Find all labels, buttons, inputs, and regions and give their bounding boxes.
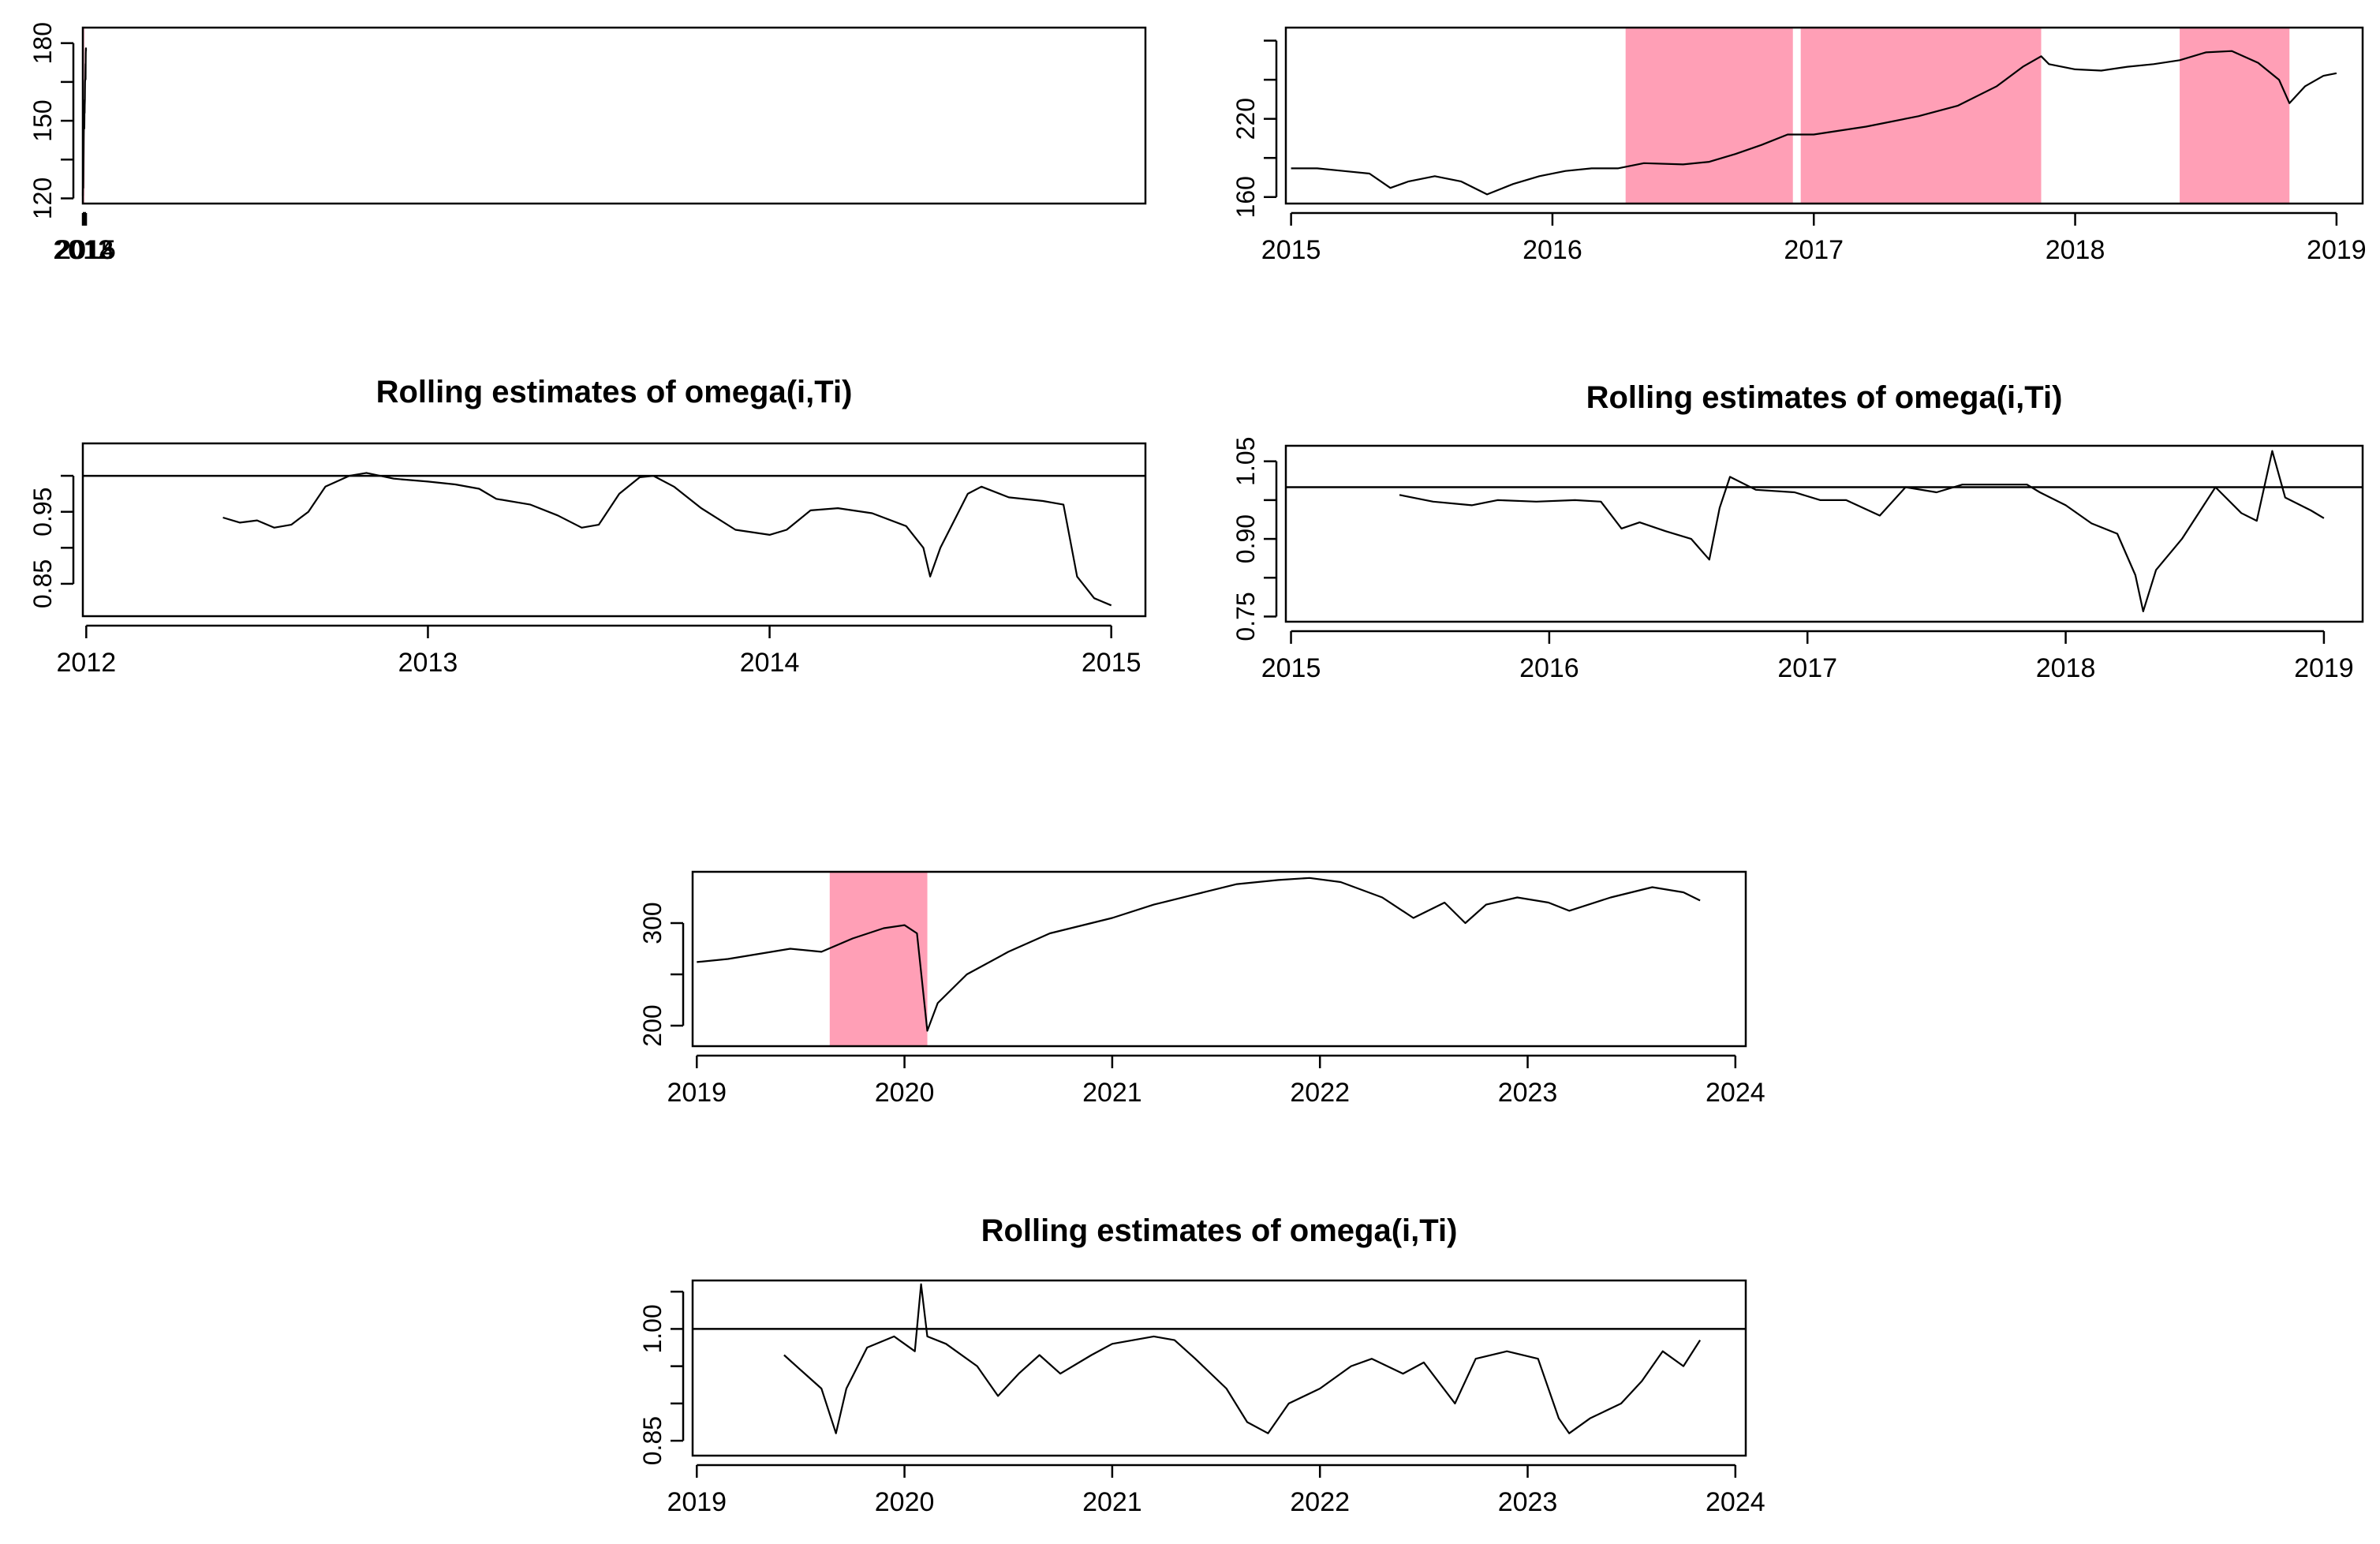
panel-title: Rolling estimates of omega(i,Ti) xyxy=(1586,380,2063,415)
plot-frame xyxy=(691,870,1747,1048)
x-tick-label: 2022 xyxy=(1290,1487,1350,1517)
y-tick-label: 0.85 xyxy=(28,559,57,608)
x-tick-label: 2014 xyxy=(740,648,800,678)
y-tick-label: 120 xyxy=(28,178,57,219)
panel-omega-2012-2015: 2012 2013 2014 2015 0.85 0.95 Rolling estimate… xyxy=(28,375,1147,678)
y-tick-label: 0.90 xyxy=(1231,514,1260,563)
x-tick-label: 2024 xyxy=(1706,1078,1765,1108)
plot-frame xyxy=(1284,26,2364,205)
panel-title: Rolling estimates of omega(i,Ti) xyxy=(981,1213,1458,1248)
x-tick-label: 2018 xyxy=(2036,653,2096,683)
x-tick-label: 2019 xyxy=(2294,653,2354,683)
series-line-price xyxy=(697,877,1701,1032)
x-tick-label: 2013 xyxy=(54,235,114,265)
plot-frame xyxy=(691,1279,1747,1457)
x-tick-label: 2014 xyxy=(55,235,115,265)
x-tick-label: 2012 xyxy=(57,648,117,678)
x-tick-label: 2012 xyxy=(53,235,113,265)
series-line-omega xyxy=(1399,450,2325,612)
x-tick-label: 2021 xyxy=(1082,1078,1142,1108)
y-tick-label: 300 xyxy=(638,902,667,944)
x-tick-label: 2016 xyxy=(1519,653,1579,683)
x-tick-label: 2015 xyxy=(1261,653,1321,683)
panel-title: Rolling estimates of omega(i,Ti) xyxy=(376,375,853,409)
y-tick-label: 0.95 xyxy=(28,488,57,536)
y-tick-label: 0.75 xyxy=(1231,592,1260,641)
y-tick-label: 200 xyxy=(638,1004,667,1046)
x-tick-label: 2023 xyxy=(1498,1078,1558,1108)
x-tick-label: 2016 xyxy=(1523,235,1582,265)
x-tick-label: 2015 xyxy=(1261,235,1321,265)
x-tick-label: 2017 xyxy=(1777,653,1837,683)
y-tick-label: 150 xyxy=(28,99,57,141)
x-tick-label: 2015 xyxy=(56,235,116,265)
x-tick-label: 2024 xyxy=(1706,1487,1765,1517)
y-tick-label: 220 xyxy=(1231,98,1260,140)
shaded-region-0 xyxy=(1625,28,1793,204)
panel-omega-2015-2019: 2015 2016 2017 2018 2019 0.75 0.90 1.05 Rolling … xyxy=(1231,380,2364,683)
series-line-omega xyxy=(783,1283,1702,1434)
x-tick-label: 2020 xyxy=(875,1487,935,1517)
panel-price-2015-2019: 2015 2016 2017 2018 2019 160 220 xyxy=(1231,26,2367,265)
x-tick-label: 2019 xyxy=(667,1487,727,1517)
x-tick-label: 2020 xyxy=(875,1078,935,1108)
shaded-region-0 xyxy=(829,872,928,1046)
panel-omega-2019-2024: 2019 2020 2021 2022 2023 2024 0.85 1.00 Rolling … xyxy=(638,1213,1765,1517)
series-line-omega xyxy=(222,472,1112,607)
x-tick-label: 2022 xyxy=(1290,1078,1350,1108)
plot-frame xyxy=(1284,444,2364,623)
shaded-region-2 xyxy=(2180,28,2290,204)
y-tick-label: 160 xyxy=(1231,176,1260,218)
plot-frame xyxy=(81,442,1147,618)
x-tick-label: 2013 xyxy=(398,648,458,678)
x-tick-label: 2021 xyxy=(1082,1487,1142,1517)
x-tick-label: 2019 xyxy=(667,1078,727,1108)
x-tick-label: 2015 xyxy=(1082,648,1141,678)
y-tick-label: 1.05 xyxy=(1231,437,1260,486)
x-tick-label: 2017 xyxy=(1784,235,1844,265)
plot-frame xyxy=(81,26,1147,205)
panel-price-2019-2024: 2019 2020 2021 2022 2023 2024 200 300 xyxy=(638,870,1765,1108)
y-tick-label: 1.00 xyxy=(638,1304,667,1353)
y-tick-label: 180 xyxy=(28,22,57,64)
x-tick-label: 2023 xyxy=(1498,1487,1558,1517)
series-line-price xyxy=(1291,50,2337,196)
x-tick-label: 2018 xyxy=(2046,235,2105,265)
x-tick-label: 2019 xyxy=(2307,235,2367,265)
y-tick-label: 0.85 xyxy=(638,1416,667,1465)
